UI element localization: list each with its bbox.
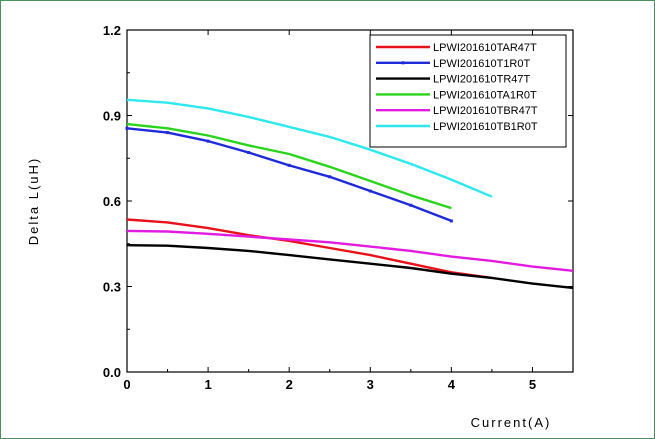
y-tick-label: 0.3 [103,280,121,295]
series-point [287,163,291,167]
series-point [409,203,413,207]
x-tick-label: 3 [367,377,374,392]
y-tick-label: 0.9 [103,109,121,124]
series-line-lpwi201610ta1r0t [126,122,452,210]
legend-label: LPWI201610TAR47T [433,42,537,54]
legend-label: LPWI201610TB1R0T [433,121,538,133]
tick-labels-layer: 0 1 2 3 4 5 0.0 0.3 0.6 0.9 1.2 [103,23,536,392]
series-point [125,126,129,130]
series-line-lpwi201610tbr47t [126,229,574,272]
series-line-lpwi201610tar47t [126,218,493,280]
x-tick-label: 0 [123,377,130,392]
series-layer [125,98,574,290]
series-point [328,175,332,179]
x-axis-title: Current(A) [471,415,552,430]
legend-label: LPWI201610TBR47T [433,105,538,117]
y-axis-title: Delta L(uH) [26,157,41,245]
legend: LPWI201610TAR47T LPWI201610T1R0T LPWI20161… [369,34,567,148]
x-tick-label: 1 [204,377,211,392]
series-line-lpwi201610tr47t [126,244,574,290]
series-point [247,151,251,155]
x-tick-label: 4 [448,377,456,392]
legend-label: LPWI201610TR47T [433,74,530,86]
y-tick-label: 1.2 [103,23,121,38]
series-line-lpwi201610tb1r0t [126,98,493,198]
y-tick-label: 0.6 [103,194,121,209]
legend-marker [401,61,405,65]
y-tick-label: 0.0 [103,365,121,380]
ticks-layer [126,29,573,373]
legend-label: LPWI201610TA1R0T [433,89,537,101]
legend-box [369,34,567,148]
legend-items: LPWI201610TAR47T LPWI201610T1R0T LPWI20161… [376,42,538,133]
series-point [166,131,170,135]
series-point [206,139,210,143]
series-point [449,219,453,223]
x-tick-label: 5 [529,377,536,392]
legend-label: LPWI201610T1R0T [433,58,530,70]
series-point [368,189,372,193]
x-tick-label: 2 [286,377,293,392]
